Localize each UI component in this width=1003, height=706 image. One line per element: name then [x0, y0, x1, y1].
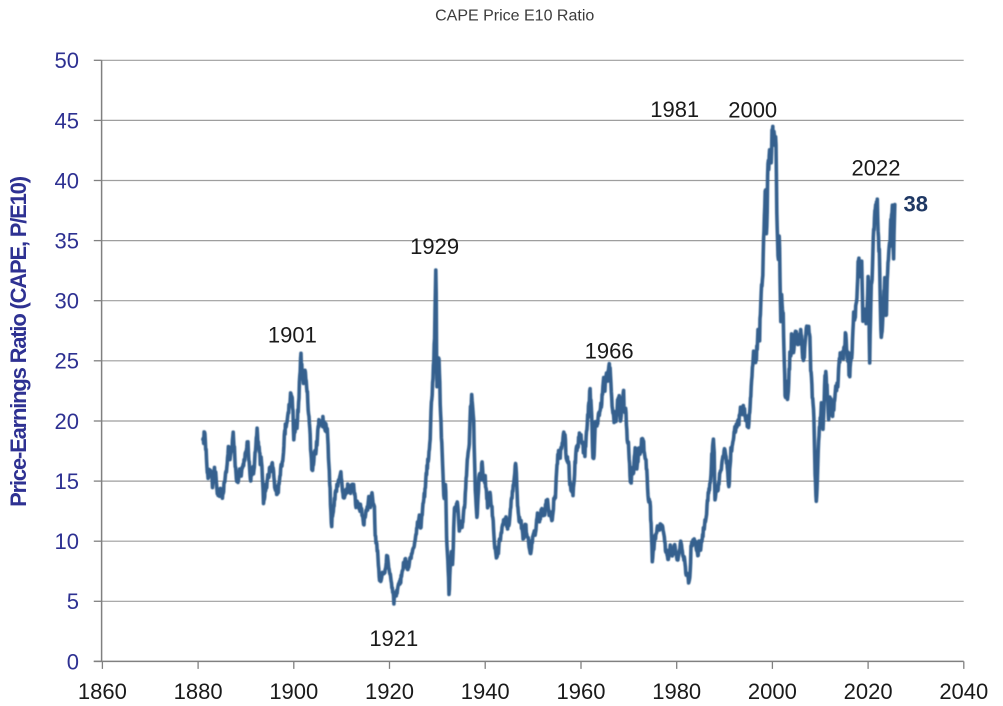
- svg-text:Price-Earnings Ratio (CAPE, P/: Price-Earnings Ratio (CAPE, P/E10): [6, 176, 31, 507]
- svg-text:40: 40: [55, 168, 79, 193]
- svg-text:20: 20: [55, 409, 79, 434]
- svg-text:10: 10: [55, 529, 79, 554]
- svg-text:38: 38: [904, 191, 928, 216]
- svg-text:1940: 1940: [461, 679, 510, 704]
- svg-text:50: 50: [55, 48, 79, 73]
- svg-text:1880: 1880: [174, 679, 223, 704]
- svg-text:1900: 1900: [269, 679, 318, 704]
- svg-text:25: 25: [55, 349, 79, 374]
- svg-text:1981: 1981: [650, 97, 699, 122]
- svg-text:1860: 1860: [78, 679, 127, 704]
- svg-text:2020: 2020: [844, 679, 893, 704]
- svg-text:30: 30: [55, 289, 79, 314]
- svg-text:1901: 1901: [268, 323, 317, 348]
- svg-text:5: 5: [67, 589, 79, 614]
- svg-text:15: 15: [55, 469, 79, 494]
- svg-text:1920: 1920: [365, 679, 414, 704]
- svg-text:2000: 2000: [728, 97, 777, 122]
- svg-text:0: 0: [67, 649, 79, 674]
- svg-text:2040: 2040: [939, 679, 988, 704]
- svg-text:1966: 1966: [585, 339, 634, 364]
- svg-text:1980: 1980: [652, 679, 701, 704]
- svg-text:35: 35: [55, 229, 79, 254]
- svg-text:45: 45: [55, 108, 79, 133]
- svg-text:1921: 1921: [369, 626, 418, 651]
- svg-text:1929: 1929: [410, 234, 459, 259]
- svg-text:2022: 2022: [852, 156, 901, 181]
- svg-text:CAPE Price E10 Ratio: CAPE Price E10 Ratio: [435, 8, 594, 25]
- svg-text:2000: 2000: [748, 679, 797, 704]
- svg-text:1960: 1960: [557, 679, 606, 704]
